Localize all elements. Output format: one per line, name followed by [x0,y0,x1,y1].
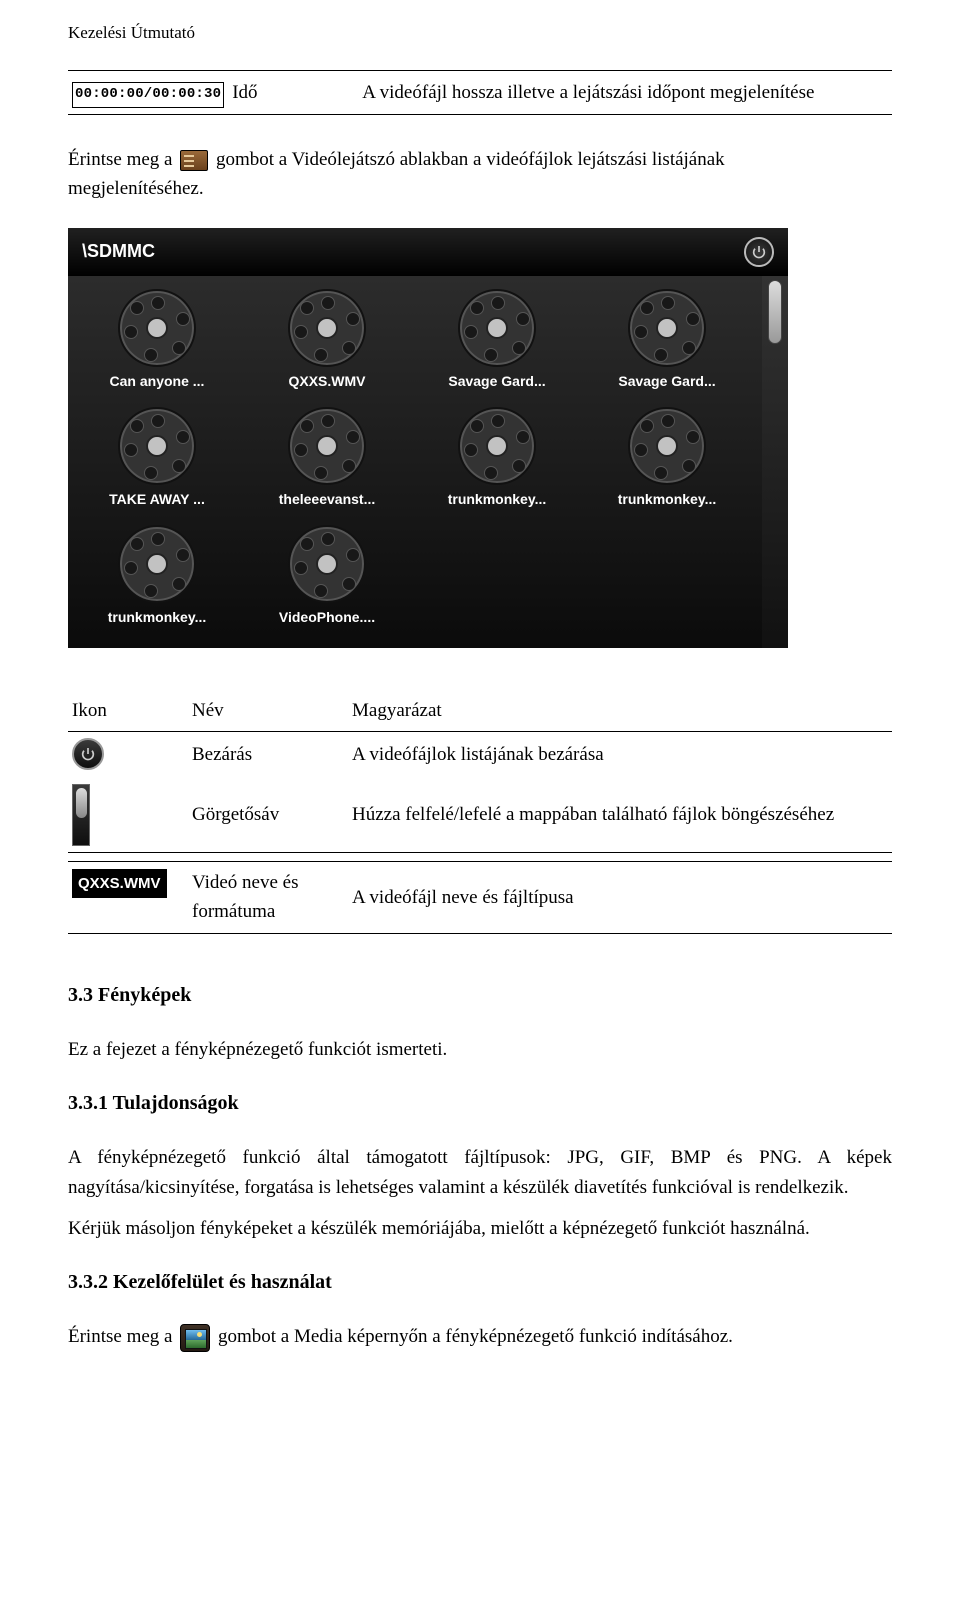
section-heading: 3.3.2 Kezelőfelület és használat [68,1267,892,1298]
thumb-label: TAKE AWAY ... [109,489,205,511]
film-reel-icon [288,407,366,485]
media-scrollbar[interactable] [762,276,788,648]
row-desc: A videófájl neve és fájltípusa [348,862,892,933]
film-reel-icon [628,289,706,367]
film-reel-icon [458,407,536,485]
video-thumb[interactable]: theleeevanst... [242,400,412,518]
close-power-icon[interactable] [744,237,774,267]
video-thumb[interactable]: TAKE AWAY ... [72,400,242,518]
video-thumb[interactable]: trunkmonkey... [72,518,242,636]
film-reel-icon [288,289,366,367]
icon-explanation-table: Ikon Név Magyarázat Bezárás A videófájlo… [68,690,892,853]
video-thumb[interactable]: Savage Gard... [412,282,582,400]
film-reel-icon [458,289,536,367]
thumb-label: trunkmonkey... [448,489,547,511]
thumb-label: theleeevanst... [279,489,376,511]
time-display-icon: 00:00:00/00:00:30 [72,82,224,108]
section-body: A fényképnézegető funkció által támogato… [68,1143,892,1202]
video-thumb[interactable]: Savage Gard... [582,282,752,400]
media-grid: Can anyone ... QXXS.WMV Savage Gard... Sava… [68,276,762,648]
table-row: Görgetősáv Húzza felfelé/lefelé a mappáb… [68,778,892,852]
divider [68,933,892,934]
video-thumb[interactable]: trunkmonkey... [582,400,752,518]
list-button-paragraph: Érintse meg a gombot a Videólejátszó abl… [68,145,892,204]
text-after-icon: gombot a Videólejátszó ablakban a videóf… [216,149,725,170]
th-name: Név [188,690,348,731]
film-reel-icon [118,525,196,603]
text-before-icon: Érintse meg a [68,1326,172,1347]
time-row-name: Idő [228,71,358,114]
thumb-label: VideoPhone.... [279,607,375,629]
time-row-desc: A videófájl hossza illetve a lejátszási … [358,71,892,114]
scrollbar-icon [72,784,90,846]
row-desc: A videófájlok listájának bezárása [348,732,892,777]
video-thumb[interactable]: VideoPhone.... [242,518,412,636]
text-line2: megjelenítéséhez. [68,178,204,199]
media-title-bar: \SDMMC [68,228,788,276]
thumb-label: Savage Gard... [448,371,545,393]
thumb-label: QXXS.WMV [288,371,365,393]
video-thumb[interactable]: QXXS.WMV [242,282,412,400]
thumb-label: trunkmonkey... [618,489,717,511]
row-name: Videó neve és formátuma [188,862,348,933]
film-reel-icon [118,289,196,367]
section-intro: Ez a fejezet a fényképnézegető funkciót … [68,1035,892,1064]
table-row: Bezárás A videófájlok listájának bezárás… [68,732,892,777]
row-desc: Húzza felfelé/lefelé a mappában találhat… [348,778,892,852]
scrollbar-knob[interactable] [768,280,782,344]
video-thumb[interactable]: trunkmonkey... [412,400,582,518]
time-row-table: 00:00:00/00:00:30 Idő A videófájl hossza… [68,71,892,114]
film-reel-icon [118,407,196,485]
thumb-label: Savage Gard... [618,371,715,393]
row-name: Görgetősáv [188,778,348,852]
thumb-label: Can anyone ... [110,371,205,393]
close-icon [72,738,104,770]
th-icon: Ikon [68,690,188,731]
section-body: Kérjük másoljon fényképeket a készülék m… [68,1214,892,1243]
doc-header: Kezelési Útmutató [68,20,892,46]
section-heading: 3.3 Fényképek [68,980,892,1011]
media-path: \SDMMC [82,238,155,266]
ui-paragraph: Érintse meg a gombot a Media képernyőn a… [68,1322,892,1352]
playlist-icon [180,150,208,171]
film-reel-icon [628,407,706,485]
table-row: QXXS.WMV Videó neve és formátuma A videó… [68,862,892,933]
text-after-icon: gombot a Media képernyőn a fényképnézege… [218,1326,733,1347]
photo-app-icon [180,1324,210,1352]
video-thumb[interactable]: Can anyone ... [72,282,242,400]
row-name: Bezárás [188,732,348,777]
thumb-label: trunkmonkey... [108,607,207,629]
media-browser-screenshot: \SDMMC Can anyone ... QXXS.WMV Savage Gard… [68,228,788,648]
filename-icon: QXXS.WMV [72,869,167,898]
film-reel-icon [288,525,366,603]
th-desc: Magyarázat [348,690,892,731]
icon-explanation-table-2: QXXS.WMV Videó neve és formátuma A videó… [68,861,892,934]
text-before-icon: Érintse meg a [68,149,172,170]
section-heading: 3.3.1 Tulajdonságok [68,1088,892,1119]
